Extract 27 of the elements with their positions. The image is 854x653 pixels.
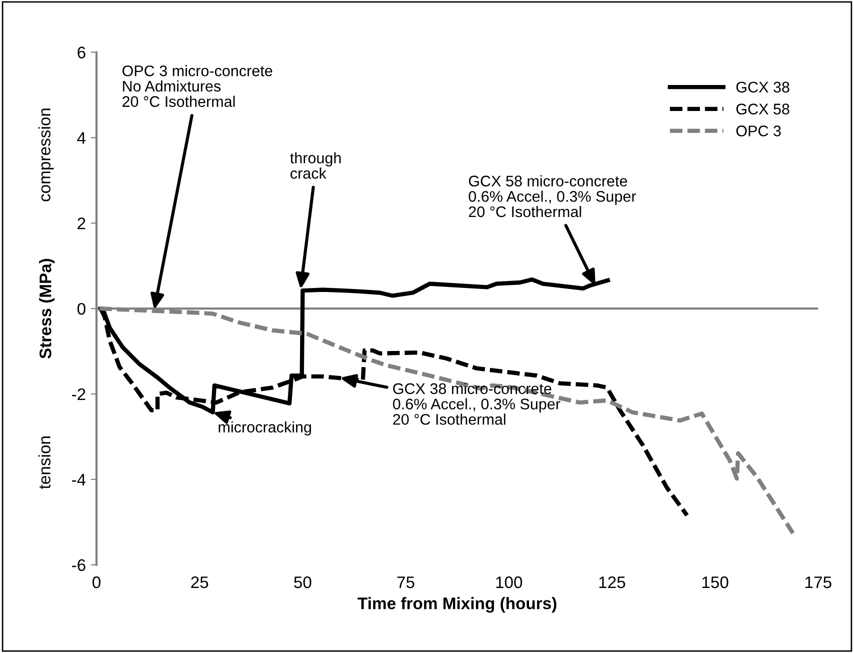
annotation: GCX 38 micro-concrete 0.6% Accel., 0.3% Super 20 °C Isothermal [392, 382, 560, 425]
annotation: OPC 3 micro-concrete No Admixtures 20 °C Isothermal [122, 65, 272, 107]
annotation: through crack [290, 152, 341, 179]
y-tick-label: 6 [78, 46, 86, 58]
text: compression [38, 108, 54, 202]
y-tick-label: -6 [72, 559, 86, 572]
x-tick-label: 75 [397, 576, 414, 588]
x-tick-label: 125 [599, 576, 626, 588]
x-tick-label: 50 [294, 576, 312, 588]
legend-label: GCX 38 [736, 82, 790, 93]
y-axis-title: Stress (MPa) [39, 258, 55, 359]
y-tick-label: -4 [72, 474, 86, 486]
annotation: GCX 58 micro-concrete 0.6% Accel., 0.3% Super 20 °C Isothermal [468, 175, 636, 218]
legend-label: GCX 58 [736, 104, 790, 114]
x-tick-label: 150 [702, 576, 728, 588]
legend-label: OPC 3 [736, 126, 781, 136]
x-tick-label: 0 [92, 576, 100, 588]
x-tick-label: 100 [496, 576, 522, 588]
x-tick-label: 25 [191, 576, 208, 588]
y-tick-label: 0 [77, 302, 86, 315]
y-tick-label: 4 [77, 132, 86, 144]
y-tick-label: 2 [78, 218, 86, 230]
x-axis-title: Time from Mixing (hours) [358, 597, 556, 613]
annotation: microcracking [218, 421, 311, 436]
y-tick-label: -2 [72, 388, 86, 400]
x-tick-label: 175 [806, 576, 832, 588]
text: tension [38, 436, 50, 489]
